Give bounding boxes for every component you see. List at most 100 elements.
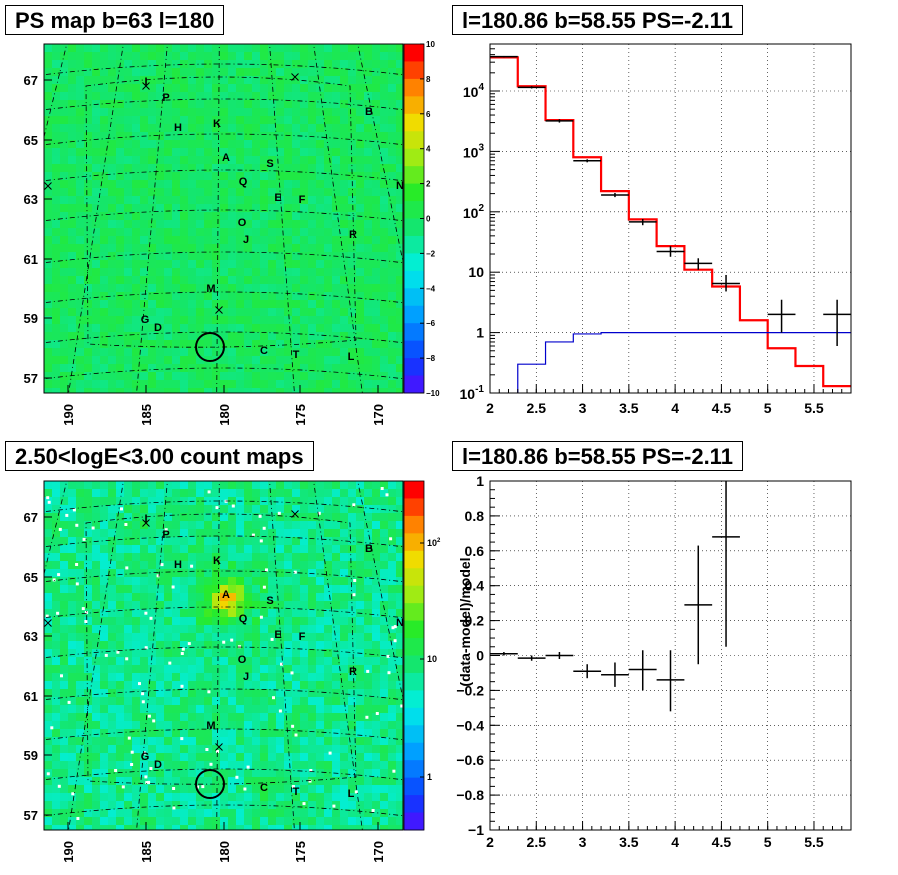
source-label-C: C [260,345,268,357]
x-tick-label: 185 [139,404,154,426]
residual-point [490,652,518,656]
y-tick-label: 65 [24,133,38,148]
source-label-J: J [243,671,249,683]
colorbar-tick-label: 102 [427,538,441,548]
ps-latitude-line [44,251,403,264]
y-tick-label: 59 [24,748,38,763]
count-map-panel: I P H K A S Q E F OJ B R N M GD C T L 57 59 61 63 65 67 190 185 18… [24,480,441,863]
source-label-H: H [174,122,182,134]
y-tick-label: 67 [24,510,38,525]
ps-colorbar: 10 8 6 4 2 0 −2 −4 −6 −8 −10 [403,40,440,398]
colorbar-tick-label: 10 [426,40,435,49]
colorbar-tick-label: −10 [426,389,440,398]
residual-panel: 2 2.5 3 3.5 4 4.5 5 5.5 1 0.8 0.6 0.4 0.2 0 −0.2 −0.4 −0… [456,473,852,850]
ps-latitude-line [44,133,403,146]
x-tick-label: 180 [217,404,232,426]
colorbar-tick-label: −4 [426,284,436,293]
source-label-D: D [154,759,162,771]
colorbar-tick-label: 10 [427,654,437,664]
data-point [712,274,740,292]
source-label-A: A [222,152,230,164]
source-label-Q: Q [239,176,248,188]
source-label-T: T [293,786,300,798]
y-tick-label: 65 [24,570,38,585]
count-latitude-line [44,804,403,817]
x-tick-label: 2 [486,834,494,850]
y-tick-label: 57 [24,808,38,823]
count-roi-boundary [85,513,357,785]
colorbar-tick-label: −2 [426,249,436,258]
source-label-H: H [174,559,182,571]
ps-latitude-line [44,331,403,344]
source-label-F: F [299,631,306,643]
target-circle [195,769,225,799]
y-tick-label: −1 [468,822,484,838]
y-tick-label: 67 [24,73,38,88]
x-tick-label: 170 [371,841,386,863]
x-tick-label: 190 [61,404,76,426]
x-tick-label: 5.5 [804,834,824,850]
source-label-Q: Q [239,613,248,625]
x-marker [215,306,223,314]
ps-graticule [44,44,403,393]
residual-point [628,650,657,691]
count-graticule [44,481,403,830]
ps-map-title: PS map b=63 l=180 [5,5,225,35]
x-marker [215,743,223,751]
residual-point [545,652,574,659]
count-latitude-line [44,570,403,583]
ps-latitude-line [44,63,403,76]
count-latitude-line [44,500,403,513]
source-label-O: O [238,654,247,666]
ps-sources: I P H K A S Q E F OJ B R N M GD C T L [44,73,404,363]
ps-latitude-line [44,98,403,111]
source-label-L: L [348,788,355,800]
y-tick-label: 10 [468,264,484,280]
count-longitude-line [313,481,363,830]
data-point [601,192,629,198]
x-marker [142,519,150,527]
source-label-J: J [243,234,249,246]
x-tick-label: 5.5 [804,400,824,416]
x-tick-label: 5 [764,400,772,416]
y-tick-label: 59 [24,311,38,326]
x-tick-label: 175 [293,841,308,863]
spectrum-frame [489,43,852,394]
ps-map-panel: I P H K A S Q E F OJ B R N M GD C T L 57 59 61 63 65 67 190 185 18… [24,40,441,426]
ps-latitude-line [44,367,403,380]
count-colorbar: 102 10 1 [403,480,441,831]
source-label-C: C [260,782,268,794]
source-label-R: R [349,666,357,678]
residual-point [656,650,685,712]
x-tick-label: 3.5 [619,834,639,850]
x-tick-label: 3.5 [619,400,639,416]
count-longitude-line [357,481,403,701]
colorbar-tick-label: −8 [426,354,436,363]
source-label-B: B [365,543,373,555]
data-point [545,119,574,123]
source-label-S: S [266,158,273,170]
x-tick-label: 2.5 [527,400,547,416]
count-latitude-line [44,728,403,741]
y-tick-label: −0.4 [456,717,484,733]
ps-latitude-line [44,169,403,182]
ps-latitude-line [44,209,403,222]
data-point [823,299,851,346]
source-label-P: P [162,529,169,541]
y-tick-label: 0.8 [465,508,485,524]
x-marker [44,182,52,190]
x-tick-label: 175 [293,404,308,426]
data-point [656,246,685,257]
source-label-L: L [348,351,355,363]
y-tick-label: 63 [24,192,38,207]
data-point [517,86,546,89]
x-tick-label: 4 [671,834,679,850]
y-tick-label: 63 [24,629,38,644]
ps-longitude-line [136,44,168,393]
x-tick-label: 3 [579,834,587,850]
y-tick-label: 102 [463,203,485,221]
colorbar-tick-label: 0 [426,215,431,224]
residual-point [517,655,546,661]
